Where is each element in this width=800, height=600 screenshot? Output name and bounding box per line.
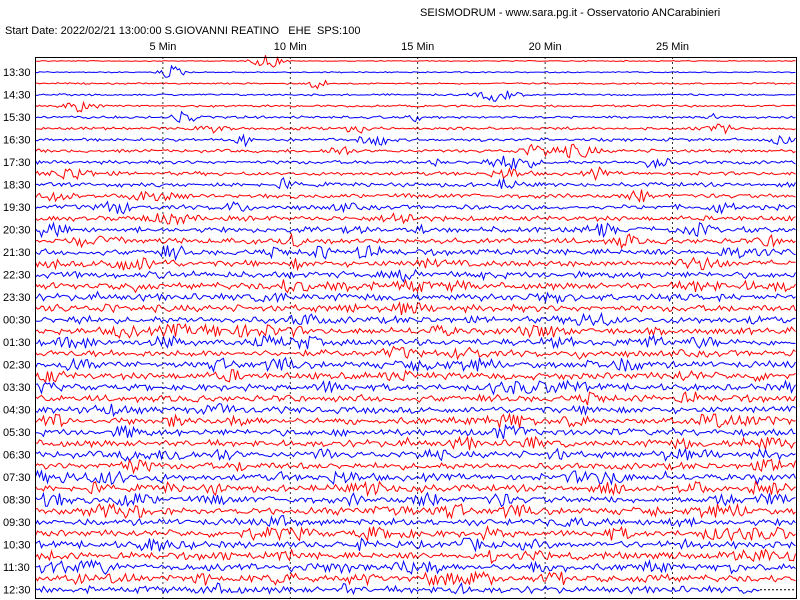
trace: [35, 256, 796, 272]
minute-label: 15 Min: [401, 41, 434, 53]
trace: [35, 64, 796, 78]
row-label: 04:30: [3, 405, 31, 417]
minute-label: 5 Min: [149, 41, 176, 53]
trace: [35, 177, 796, 190]
trace: [35, 110, 796, 123]
plot-frame: [35, 57, 797, 599]
trace: [35, 515, 796, 528]
row-label: 12:30: [3, 585, 31, 597]
row-label: 09:30: [3, 517, 31, 529]
row-label: 17:30: [3, 157, 31, 169]
trace: [35, 79, 796, 90]
trace: [35, 570, 796, 587]
trace: [35, 537, 796, 553]
trace: [35, 333, 796, 350]
trace: [35, 311, 796, 327]
row-label: 20:30: [3, 225, 31, 237]
trace: [35, 232, 796, 250]
trace: [35, 458, 796, 475]
row-label: 10:30: [3, 540, 31, 552]
row-label: 23:30: [3, 292, 31, 304]
trace: [35, 290, 796, 305]
trace: [35, 221, 796, 239]
trace: [35, 548, 796, 565]
trace: [35, 212, 796, 226]
row-label: 03:30: [3, 382, 31, 394]
trace: [35, 100, 796, 113]
trace: [35, 268, 796, 283]
trace: [35, 356, 796, 374]
trace: [35, 369, 796, 384]
trace: [35, 166, 796, 182]
trace: [35, 123, 796, 135]
row-label: 21:30: [3, 247, 31, 259]
row-label: 07:30: [3, 472, 31, 484]
trace: [35, 143, 796, 159]
row-label: 06:30: [3, 450, 31, 462]
row-label: 00:30: [3, 315, 31, 327]
trace: [35, 412, 796, 429]
row-label: 05:30: [3, 427, 31, 439]
minute-label: 20 Min: [529, 41, 562, 53]
trace: [35, 469, 796, 486]
row-label: 11:30: [3, 562, 30, 574]
trace: [35, 435, 796, 451]
minute-label: 10 Min: [274, 41, 307, 53]
trace: [35, 323, 796, 339]
row-label: 18:30: [3, 180, 31, 192]
row-label: 16:30: [3, 135, 31, 147]
row-label: 22:30: [3, 270, 31, 282]
minute-label: 25 Min: [656, 41, 689, 53]
trace: [35, 524, 796, 542]
trace: [35, 402, 796, 418]
trace: [35, 491, 796, 508]
row-label: 01:30: [3, 337, 31, 349]
trace: [35, 391, 796, 406]
trace: [35, 582, 760, 596]
trace: [35, 447, 796, 463]
trace: [35, 133, 796, 148]
trace: [35, 55, 796, 68]
trace: [35, 200, 796, 215]
row-label: 19:30: [3, 202, 31, 214]
trace: [35, 155, 796, 171]
row-label: 08:30: [3, 495, 31, 507]
trace: [35, 278, 796, 294]
trace: [35, 423, 796, 439]
trace: [35, 245, 796, 261]
trace: [35, 379, 796, 396]
trace: [35, 90, 796, 102]
traces: [35, 55, 797, 596]
trace: [35, 480, 796, 498]
title: SEISMODRUM - www.sara.pg.it - Osservator…: [420, 7, 720, 19]
trace: [35, 345, 796, 361]
row-label: 02:30: [3, 360, 31, 372]
trace: [35, 502, 796, 520]
trace: [35, 558, 796, 575]
trace: [35, 301, 796, 315]
row-label: 15:30: [3, 112, 31, 124]
row-label: 13:30: [3, 67, 31, 79]
trace: [35, 189, 796, 203]
start-info: Start Date: 2022/02/21 13:00:00 S.GIOVAN…: [5, 25, 360, 37]
row-label: 14:30: [3, 90, 31, 102]
